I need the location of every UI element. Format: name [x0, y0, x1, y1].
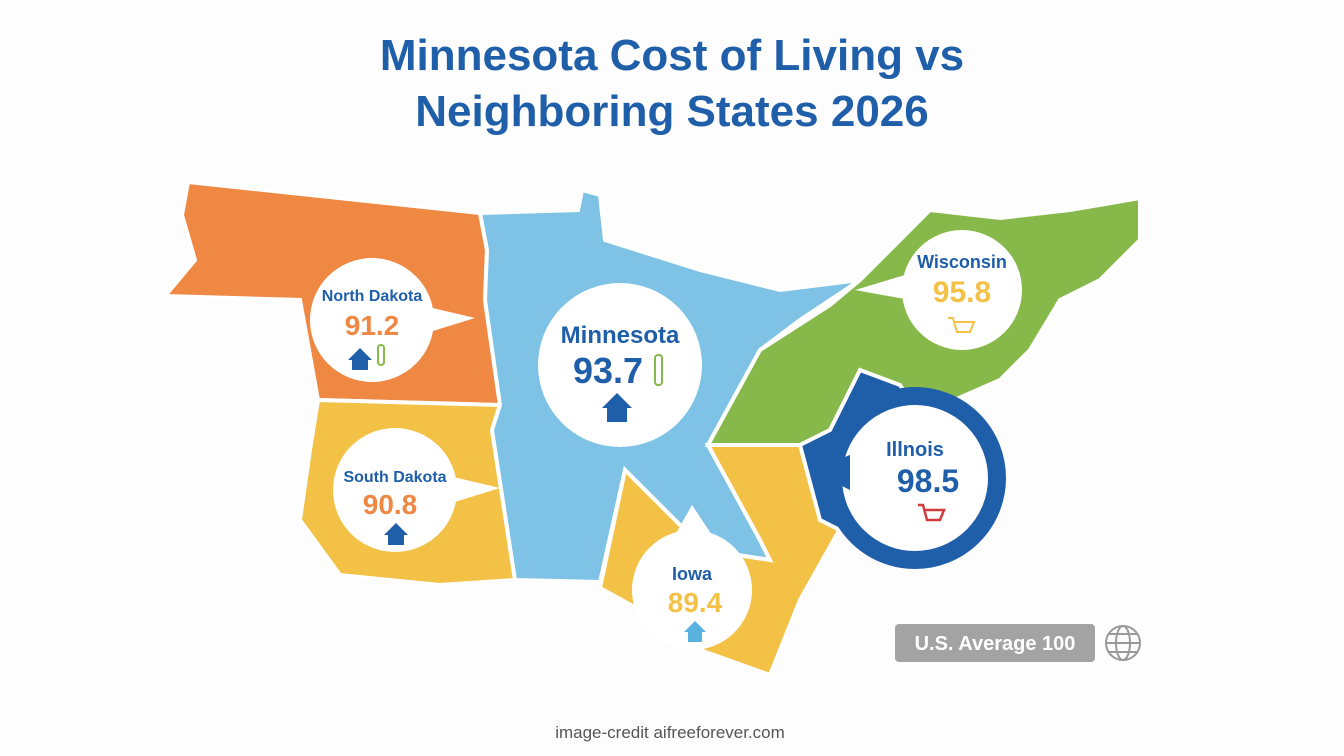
state-index: 91.2 — [345, 310, 400, 341]
callouts — [310, 230, 1022, 650]
globe-icon — [1105, 625, 1141, 661]
state-index: 98.5 — [897, 463, 959, 499]
state-name: North Dakota — [322, 288, 423, 305]
state-name: South Dakota — [343, 469, 446, 486]
house-icon — [602, 393, 632, 422]
state-index: 93.7 — [573, 350, 643, 391]
cart-icon — [948, 317, 976, 333]
iowa-callout — [632, 530, 752, 650]
house-icon — [384, 523, 408, 545]
house-icon — [348, 348, 372, 370]
state-name: Iowa — [672, 564, 713, 584]
average-badge — [895, 624, 1095, 662]
state-index: 95.8 — [933, 276, 991, 309]
callout-pointer — [675, 505, 712, 535]
callout-pointer — [855, 275, 910, 300]
north-dakota-callout — [310, 258, 434, 382]
minnesota-callout — [538, 283, 702, 447]
callout-pointer — [445, 475, 500, 505]
icons — [348, 317, 976, 642]
wisconsin-callout — [902, 230, 1022, 350]
average-label: U.S. Average 100 — [915, 633, 1076, 655]
cart-icon — [918, 503, 946, 522]
callout-pointer — [810, 455, 850, 490]
state-index: 90.8 — [363, 489, 418, 520]
thermometer-icon — [377, 344, 385, 366]
state-name: Wisconsin — [917, 252, 1007, 272]
state-name: Illnois — [886, 439, 944, 461]
state-name: Minnesota — [561, 322, 680, 349]
title: Minnesota Cost of Living vs Neighboring … — [379, 31, 965, 136]
south-dakota-callout — [333, 428, 457, 552]
image-credit: image-credit aifreeforever.com — [555, 723, 785, 742]
callout-pointer — [420, 305, 475, 335]
state-index: 89.4 — [668, 587, 723, 618]
house-icon — [684, 621, 706, 642]
thermometer-icon — [654, 354, 663, 386]
